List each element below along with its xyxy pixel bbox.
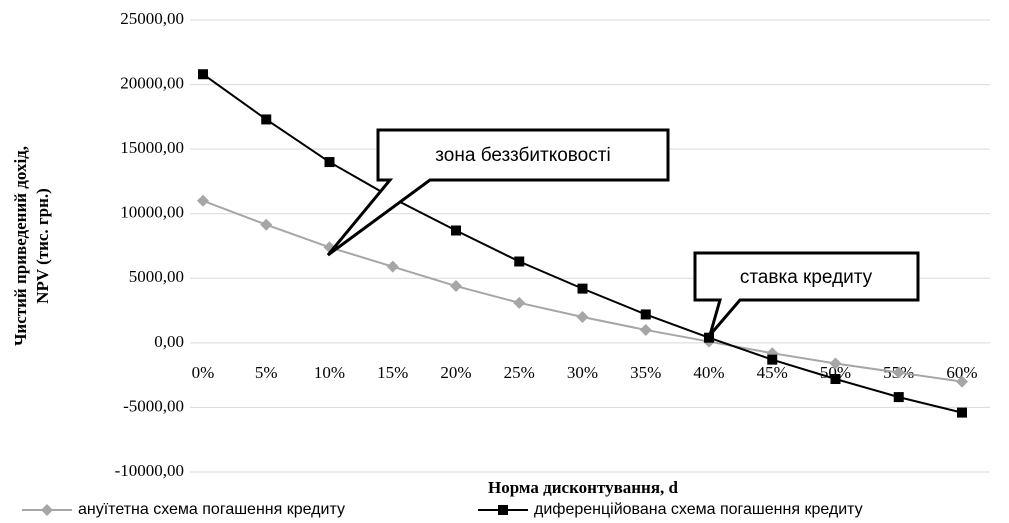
marker: [704, 332, 714, 343]
marker: [261, 114, 272, 125]
x-tick-label: 45%: [757, 363, 788, 382]
y-tick-label: 10000,00: [120, 203, 184, 222]
y-tick-label: -10000,00: [115, 461, 184, 480]
marker: [892, 366, 905, 379]
marker: [198, 69, 208, 80]
legend-label: ануїтетна схема погашення кредиту: [78, 501, 345, 518]
marker: [514, 256, 525, 267]
legend-marker: [498, 505, 508, 515]
marker: [513, 296, 526, 309]
callout-box: [326, 128, 670, 257]
y-tick-label: 25000,00: [120, 9, 184, 28]
marker: [451, 225, 461, 236]
annotation: зона беззбитковості: [435, 145, 610, 166]
marker: [450, 280, 462, 293]
marker: [830, 374, 841, 385]
marker: [829, 357, 842, 370]
x-tick-label: 0%: [192, 363, 215, 382]
marker: [576, 311, 589, 324]
x-axis-label: Норма дисконтування, d: [488, 478, 679, 497]
marker: [639, 323, 652, 336]
legend-label: диференційована схема погашення кредиту: [534, 501, 863, 518]
x-tick-label: 25%: [504, 363, 535, 382]
x-tick-label: 35%: [630, 363, 661, 382]
marker: [893, 392, 904, 403]
y-axis-label: Чистий приведений дохід,: [11, 146, 30, 346]
x-tick-label: 15%: [377, 363, 408, 382]
plot-area: -10000,00 -5000,00 0,00 5000,00 10000,00 1500…: [115, 9, 990, 480]
marker: [260, 218, 273, 231]
legend-marker: [41, 504, 53, 516]
marker: [956, 375, 968, 388]
legend-item: диференційована схема погашення кредиту: [478, 501, 863, 518]
x-tick-label: 5%: [255, 363, 278, 382]
marker: [324, 157, 335, 168]
y-tick-label: 0,00: [154, 332, 184, 351]
callout-box: [693, 251, 920, 336]
y-tick-label: 5000,00: [129, 267, 184, 286]
x-tick-label: 40%: [693, 363, 724, 382]
x-tick-label: 10%: [314, 363, 345, 382]
legend-item: ануїтетна схема погашення кредиту: [22, 501, 345, 518]
marker: [577, 283, 588, 294]
callout: зона беззбитковості ставка кредиту: [326, 128, 920, 336]
x-tick-label: 30%: [567, 363, 598, 382]
y-tick-label: 15000,00: [120, 138, 184, 157]
x-tick-label: 60%: [946, 363, 977, 382]
annotation: ставка кредиту: [740, 267, 873, 288]
x-tick-label: 20%: [440, 363, 471, 382]
y-tick-label: 20000,00: [120, 73, 184, 92]
y-axis-label: NPV (тис. грн.): [33, 188, 52, 304]
marker: [640, 309, 651, 320]
marker: [386, 260, 399, 273]
marker: [767, 354, 778, 365]
y-tick-label: -5000,00: [123, 396, 184, 415]
marker: [197, 194, 209, 207]
marker: [957, 407, 967, 418]
